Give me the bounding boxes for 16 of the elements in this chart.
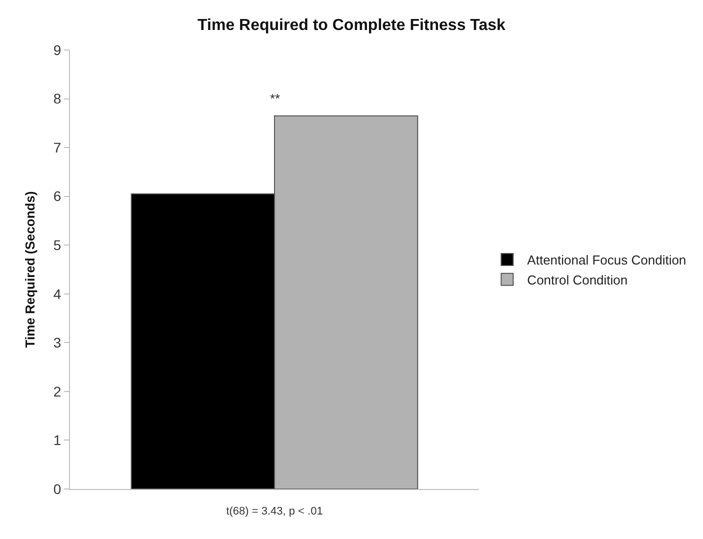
annotation: **: [270, 91, 280, 106]
y-tick-label: 0: [53, 480, 62, 497]
y-tick-label: 8: [53, 90, 62, 107]
y-tick-label: 9: [53, 42, 62, 58]
y-tick-label: 7: [53, 139, 62, 156]
y-tick-label: 3: [53, 334, 62, 351]
legend-label: Attentional Focus Condition: [527, 252, 686, 268]
y-tick-label: 2: [53, 383, 62, 400]
chart-title: Time Required to Complete Fitness Task: [198, 17, 506, 34]
y-tick-label: 5: [53, 237, 62, 254]
y-tick-label: 6: [53, 188, 62, 204]
y-tick-label: 1: [53, 432, 62, 448]
x-axis-title: t(68) = 3.43, p < .01: [226, 506, 323, 518]
legend-label: Control Condition: [527, 272, 628, 288]
y-axis-title: Time Required (Seconds): [22, 191, 38, 348]
y-tick-label: 4: [53, 286, 62, 302]
